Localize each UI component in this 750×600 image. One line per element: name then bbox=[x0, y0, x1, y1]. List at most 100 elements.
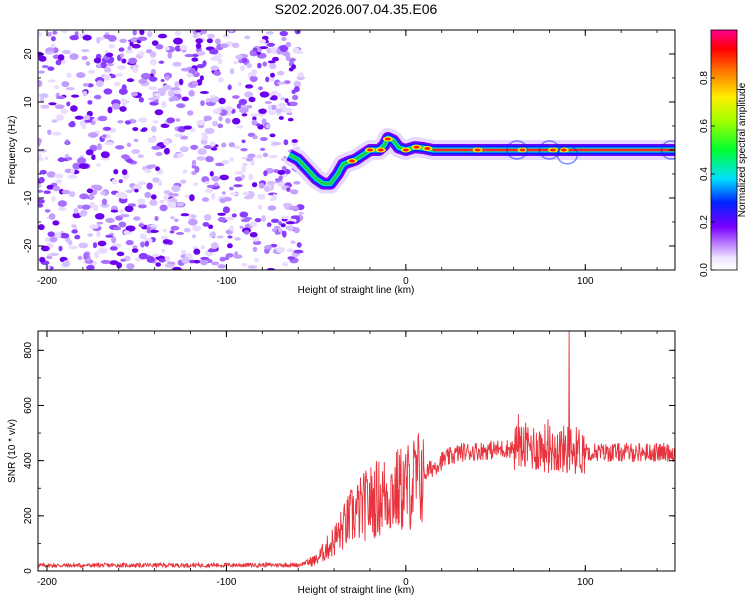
noise-blob bbox=[44, 209, 51, 213]
noise-blob bbox=[55, 59, 62, 66]
noise-blob bbox=[277, 81, 286, 85]
noise-blob bbox=[46, 255, 53, 260]
noise-blob bbox=[110, 74, 116, 79]
noise-blob bbox=[252, 135, 258, 140]
noise-blob bbox=[54, 173, 64, 179]
noise-blob bbox=[97, 247, 108, 254]
noise-blob bbox=[137, 154, 144, 159]
noise-blob bbox=[199, 91, 209, 94]
noise-blob bbox=[272, 142, 282, 146]
noise-blob bbox=[55, 179, 63, 184]
noise-blob bbox=[180, 213, 190, 217]
noise-blob bbox=[104, 66, 112, 73]
noise-blob bbox=[120, 193, 128, 200]
noise-blob bbox=[286, 112, 293, 116]
noise-blob bbox=[61, 81, 70, 88]
noise-blob bbox=[65, 87, 75, 91]
noise-blob bbox=[163, 147, 170, 155]
noise-blob bbox=[292, 47, 301, 54]
noise-blob bbox=[252, 70, 257, 77]
noise-blob bbox=[154, 109, 164, 116]
noise-blob bbox=[167, 52, 173, 59]
noise-blob bbox=[128, 57, 138, 64]
track-bump bbox=[556, 145, 579, 165]
noise-blob bbox=[191, 80, 199, 86]
noise-blob bbox=[217, 58, 223, 65]
noise-blob bbox=[110, 209, 119, 213]
noise-blob bbox=[266, 42, 275, 47]
noise-blob bbox=[293, 181, 301, 185]
noise-blob bbox=[66, 157, 73, 161]
noise-blob bbox=[209, 141, 216, 147]
noise-blob bbox=[158, 60, 165, 64]
x-tick-label: 0 bbox=[403, 276, 409, 287]
noise-blob bbox=[100, 151, 110, 159]
noise-blob bbox=[41, 65, 49, 69]
noise-blob bbox=[127, 45, 132, 51]
noise-blob bbox=[121, 58, 127, 64]
noise-blob bbox=[210, 65, 219, 71]
noise-blob bbox=[45, 263, 51, 270]
noise-blob bbox=[217, 123, 224, 129]
noise-blob bbox=[121, 169, 128, 176]
noise-blob bbox=[195, 43, 202, 49]
noise-blob bbox=[257, 62, 262, 69]
noise-blob bbox=[122, 173, 130, 180]
colorbar-tick-label: 0.6 bbox=[699, 119, 710, 133]
noise-blob bbox=[235, 54, 243, 60]
noise-blob bbox=[189, 127, 196, 133]
noise-blob bbox=[248, 96, 256, 103]
noise-blob bbox=[290, 240, 296, 244]
noise-blob bbox=[144, 191, 152, 199]
colorbar-ticks: 0.0 0.2 0.4 0.6 0.8 bbox=[699, 71, 715, 277]
noise-blob bbox=[167, 201, 177, 209]
noise-blob bbox=[113, 169, 119, 175]
noise-blob bbox=[269, 63, 276, 69]
noise-blob bbox=[286, 248, 295, 253]
noise-blob bbox=[227, 235, 233, 239]
noise-blob bbox=[103, 74, 112, 81]
noise-blob bbox=[219, 256, 226, 262]
noise-blob bbox=[149, 229, 159, 233]
noise-blob bbox=[204, 181, 210, 185]
noise-blob bbox=[206, 184, 215, 189]
noise-blob bbox=[100, 61, 107, 69]
noise-blob bbox=[244, 35, 251, 40]
noise-blob bbox=[125, 239, 134, 246]
noise-blob bbox=[209, 48, 219, 55]
track-hotspot-core bbox=[549, 148, 556, 152]
noise-blob bbox=[285, 221, 295, 225]
noise-blob bbox=[181, 256, 190, 264]
noise-blob bbox=[96, 37, 101, 44]
noise-blob bbox=[71, 224, 77, 228]
noise-blob bbox=[175, 232, 185, 235]
x-tick-label: 100 bbox=[577, 276, 594, 287]
noise-blob bbox=[166, 117, 175, 124]
track-green bbox=[288, 136, 675, 186]
noise-blob bbox=[140, 72, 151, 80]
noise-blob bbox=[46, 171, 56, 178]
noise-blob bbox=[234, 176, 243, 182]
noise-blob bbox=[179, 146, 189, 153]
y-tick-label: 10 bbox=[23, 96, 34, 108]
noise-blob bbox=[79, 211, 86, 217]
noise-blob bbox=[146, 182, 153, 190]
noise-blob bbox=[225, 253, 234, 258]
noise-blob bbox=[221, 159, 230, 165]
y-tick-label: 0 bbox=[23, 147, 34, 153]
noise-blob bbox=[118, 221, 127, 228]
noise-blob bbox=[38, 177, 45, 183]
noise-blob bbox=[102, 126, 112, 131]
noise-blob bbox=[246, 62, 252, 69]
noise-blob bbox=[219, 174, 229, 181]
noise-blob bbox=[164, 75, 170, 81]
noise-blob bbox=[222, 206, 230, 214]
noise-blob bbox=[270, 218, 280, 223]
noise-blob bbox=[270, 197, 276, 202]
noise-blob bbox=[200, 100, 205, 106]
noise-blob bbox=[174, 30, 181, 37]
noise-blob bbox=[163, 195, 169, 201]
noise-blob bbox=[126, 78, 135, 83]
noise-blob bbox=[76, 72, 86, 79]
